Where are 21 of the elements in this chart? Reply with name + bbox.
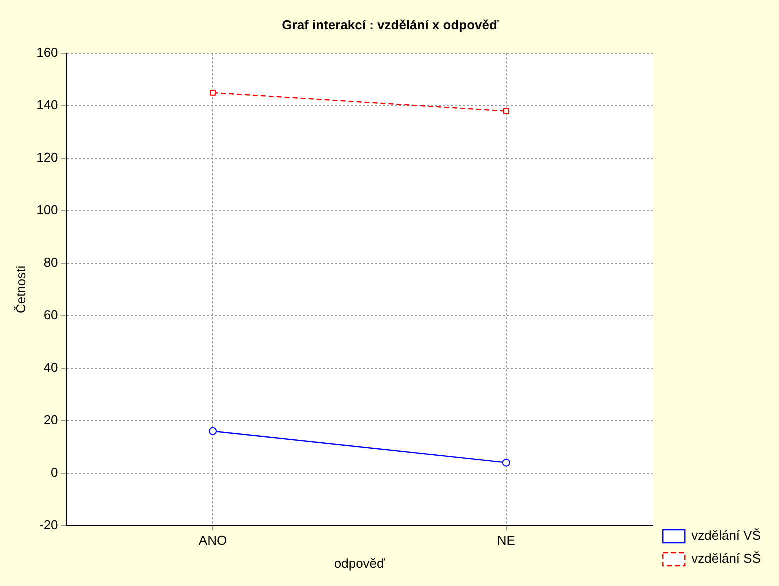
y-tick-label: 0 [51,464,58,480]
point [502,458,510,467]
y-axis-title: Četnosti [13,266,28,314]
chart-title: Graf interakcí : vzdělání x odpověď [282,17,500,32]
y-tick-label: 60 [44,308,58,323]
y-tick-label: 20 [44,412,58,428]
x-tick-label: NE [497,533,516,548]
point [209,427,217,436]
legend-label: vzdělání SŠ [692,551,762,566]
y-tick-label: 140 [36,98,58,113]
y-tick-label: -20 [39,517,58,532]
x-axis-title: odpověď [334,556,386,571]
legend-label: vzdělání VŠ [692,528,762,544]
point [210,90,216,96]
y-tick-label: 40 [44,360,58,375]
point [503,108,510,114]
y-tick-label: 100 [36,202,58,218]
y-tick-label: 80 [44,255,58,270]
x-tick-label: ANO [198,533,228,548]
y-tick-label: 160 [36,45,58,60]
y-tick-label: 120 [36,150,58,166]
